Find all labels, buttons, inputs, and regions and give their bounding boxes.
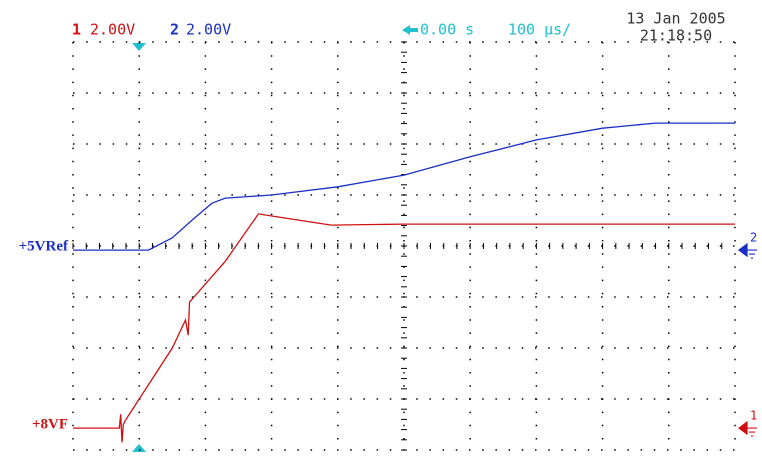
graticule xyxy=(72,41,736,451)
delay-arrow xyxy=(402,25,418,35)
trigger-marker-bottom xyxy=(132,444,146,452)
ch1-number: 1 xyxy=(72,21,81,39)
ground-channel: 1 xyxy=(750,409,757,423)
ground-channel: 2 xyxy=(750,231,757,245)
time: 21:18:50 xyxy=(640,27,712,45)
ch1-scale: 2.00V xyxy=(90,21,135,39)
trace xyxy=(73,122,735,251)
ch2-scale: 2.00V xyxy=(186,21,231,39)
traces: +5VRef 2 +8VF 1 xyxy=(19,122,757,443)
ground-marker xyxy=(738,242,757,259)
trace-label: +5VRef xyxy=(19,239,69,255)
trace xyxy=(73,213,735,443)
date: 13 Jan 2005 xyxy=(626,10,725,28)
trigger-delay: 0.00 s xyxy=(420,21,474,39)
trace-label: +8VF xyxy=(32,417,68,433)
timebase: 100 µs/ xyxy=(508,21,571,39)
ground-marker xyxy=(738,420,757,437)
trigger-marker-top xyxy=(132,43,146,51)
ch2-number: 2 xyxy=(170,21,179,39)
